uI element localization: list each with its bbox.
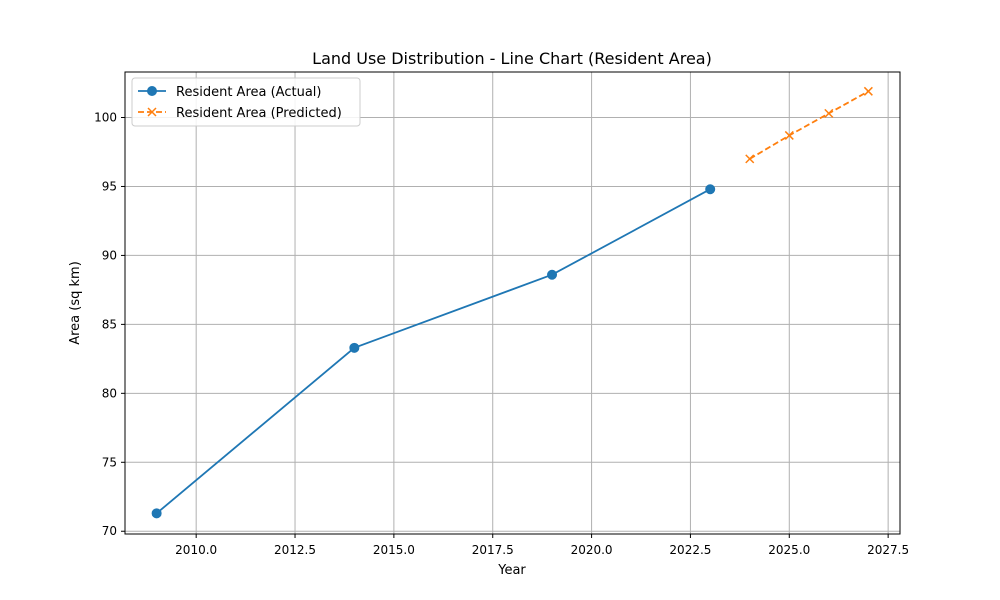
data-point <box>863 86 873 96</box>
legend-marker-stroke <box>147 107 157 117</box>
data-point <box>349 342 360 353</box>
x-tick-label: 2020.0 <box>571 543 613 557</box>
data-point <box>824 108 834 118</box>
axis-ticks: 2010.0 2012.5 2015.0 2017.5 2020.0 2022.5 2025… <box>94 111 909 557</box>
x-tick-label: 2025.0 <box>768 543 810 557</box>
legend-entry: Resident Area (Predicted) <box>138 106 342 121</box>
y-tick-label: 80 <box>102 386 117 400</box>
data-point <box>784 130 794 140</box>
legend-entry: Resident Area (Actual) <box>138 85 321 100</box>
series-line <box>156 188 711 515</box>
plot-frame <box>124 71 901 535</box>
grid-lines <box>125 72 900 534</box>
x-tick-label: 2015.0 <box>373 543 415 557</box>
series-0 <box>151 184 716 519</box>
x-tick-label: 2017.5 <box>472 543 514 557</box>
legend: Resident Area (Actual) Resident Area (Pre… <box>131 77 361 127</box>
legend-label: Resident Area (Actual) <box>176 85 321 100</box>
data-point <box>705 184 716 195</box>
y-tick-label: 85 <box>102 317 117 331</box>
data-point <box>547 269 558 280</box>
data-point-stroke <box>863 86 873 96</box>
y-tick-label: 75 <box>102 455 117 469</box>
series-layer <box>151 86 873 519</box>
legend-marker <box>147 107 157 117</box>
x-tick-label: 2012.5 <box>274 543 316 557</box>
data-point-stroke <box>784 130 794 140</box>
data-point <box>151 508 162 519</box>
legend-label: Resident Area (Predicted) <box>176 106 342 121</box>
legend-marker <box>147 86 157 96</box>
y-tick-label: 70 <box>102 524 117 538</box>
x-tick-label: 2027.5 <box>867 543 909 557</box>
y-tick-label: 90 <box>102 248 117 262</box>
series-1 <box>745 86 873 164</box>
data-point-stroke <box>824 108 834 118</box>
x-axis-label: Year <box>497 563 526 578</box>
y-axis-label: Area (sq km) <box>68 261 83 345</box>
y-tick-label: 100 <box>94 111 117 125</box>
data-point <box>745 154 755 164</box>
chart-title: Land Use Distribution - Line Chart (Resi… <box>312 49 712 68</box>
legend-box <box>131 77 361 127</box>
x-tick-label: 2022.5 <box>669 543 711 557</box>
x-tick-label: 2010.0 <box>175 543 217 557</box>
series-line <box>749 90 869 160</box>
data-point-stroke <box>745 154 755 164</box>
y-tick-label: 95 <box>102 179 117 193</box>
